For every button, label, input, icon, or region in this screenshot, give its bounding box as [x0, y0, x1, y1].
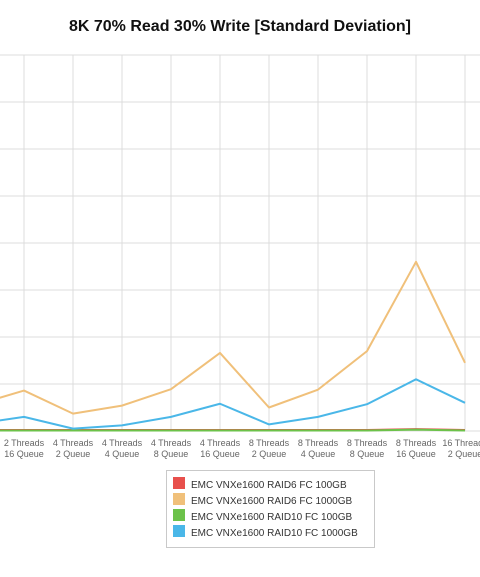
legend-swatch — [173, 493, 185, 505]
legend-swatch — [173, 509, 185, 521]
legend-item[interactable]: EMC VNXe1600 RAID6 FC 1000GB — [173, 493, 352, 507]
legend-label: EMC VNXe1600 RAID10 FC 1000GB — [191, 528, 358, 539]
x-tick-label: 8 Threads 16 Queue — [396, 438, 437, 459]
legend-label: EMC VNXe1600 RAID6 FC 1000GB — [191, 496, 353, 507]
chart-title: 8K 70% Read 30% Write [Standard Deviatio… — [68, 18, 412, 35]
series-layer — [0, 260, 466, 432]
series-line-2 — [0, 428, 466, 432]
legend-label: EMC VNXe1600 RAID6 FC 100GB — [191, 480, 347, 491]
legend-swatch — [173, 477, 185, 489]
x-tick-label: 4 Threads 2 Queue — [53, 438, 94, 459]
legend-label: EMC VNXe1600 RAID10 FC 100GB — [191, 512, 353, 523]
legend-item[interactable]: EMC VNXe1600 RAID10 FC 1000GB — [173, 525, 358, 539]
legend-item[interactable]: EMC VNXe1600 RAID10 FC 100GB — [173, 509, 352, 523]
legend: EMC VNXe1600 RAID6 FC 100GB EMC VNXe1600 … — [166, 470, 375, 548]
x-tick-label: 4 Threads 16 Queue — [200, 438, 241, 459]
x-tick-label: 4 Threads 4 Queue — [102, 438, 143, 459]
x-tick-label: 2 Threads 16 Queue — [4, 438, 45, 459]
series-line-3 — [0, 378, 466, 430]
legend-swatch — [173, 525, 185, 537]
x-tick-label: 8 Threads 2 Queue — [249, 438, 290, 459]
x-tick-label: 8 Threads 4 Queue — [298, 438, 339, 459]
x-tick-label: 8 Threads 8 Queue — [347, 438, 388, 459]
x-tick-label: 4 Threads 8 Queue — [151, 438, 192, 459]
legend-item[interactable]: EMC VNXe1600 RAID6 FC 100GB — [173, 477, 347, 491]
